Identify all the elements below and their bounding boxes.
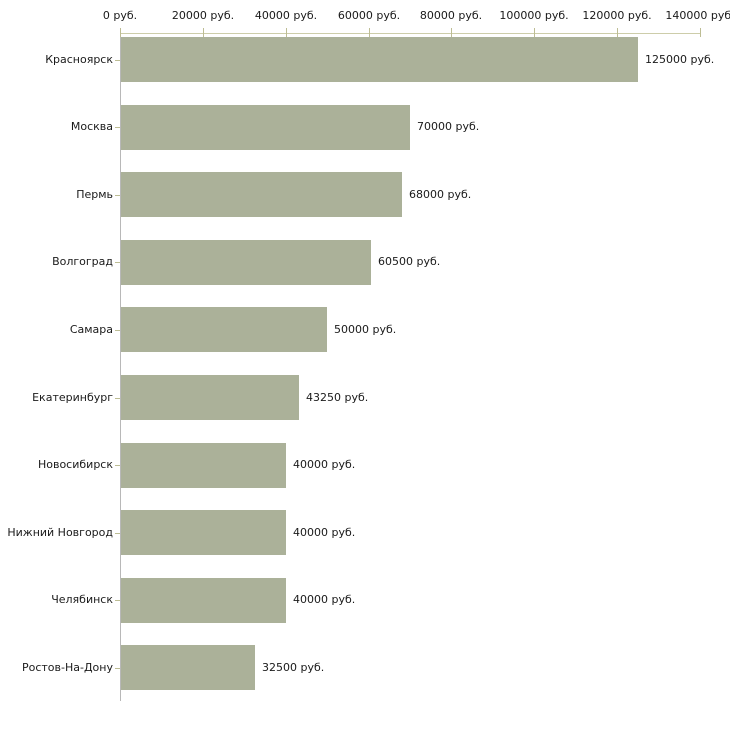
x-axis-tick (534, 28, 535, 37)
x-axis-tick-label: 120000 руб. (582, 9, 652, 22)
category-tick (115, 600, 120, 601)
category-tick (115, 195, 120, 196)
value-label: 40000 руб. (293, 458, 356, 471)
category-label: Новосибирск (37, 458, 113, 471)
category-label: Москва (70, 120, 113, 133)
x-axis-tick-label: 140000 руб. (665, 9, 730, 22)
value-label: 32500 руб. (262, 661, 325, 674)
x-axis-tick (286, 28, 287, 37)
x-axis-tick-label: 20000 руб. (171, 9, 235, 22)
value-label: 70000 руб. (417, 120, 480, 133)
x-axis-tick (203, 28, 204, 37)
x-axis-tick-label: 80000 руб. (419, 9, 483, 22)
category-tick (115, 60, 120, 61)
category-tick (115, 668, 120, 669)
y-axis-line (120, 33, 121, 701)
bar (121, 307, 327, 352)
value-label: 40000 руб. (293, 526, 356, 539)
value-label: 40000 руб. (293, 593, 356, 606)
category-tick (115, 127, 120, 128)
category-label: Челябинск (51, 593, 113, 606)
category-tick (115, 262, 120, 263)
bar (121, 37, 638, 82)
category-tick (115, 465, 120, 466)
x-axis-tick (700, 28, 701, 37)
category-label: Пермь (76, 188, 113, 201)
value-label: 125000 руб. (645, 53, 715, 66)
category-label: Красноярск (45, 53, 113, 66)
x-axis-tick (120, 28, 121, 37)
bar (121, 578, 286, 623)
x-axis-tick-label: 60000 руб. (337, 9, 401, 22)
category-label: Нижний Новгород (7, 526, 113, 539)
bar (121, 510, 286, 555)
value-label: 60500 руб. (378, 255, 441, 268)
category-label: Волгоград (52, 255, 113, 268)
category-label: Самара (69, 323, 113, 336)
value-label: 43250 руб. (306, 391, 369, 404)
bar (121, 375, 299, 420)
x-axis-tick (617, 28, 618, 37)
x-axis-tick-label: 0 руб. (102, 9, 138, 22)
x-axis-line (120, 33, 701, 34)
x-axis-tick (369, 28, 370, 37)
bar (121, 172, 402, 217)
category-tick (115, 398, 120, 399)
category-label: Екатеринбург (32, 391, 113, 404)
category-label: Ростов-На-Дону (21, 661, 113, 674)
x-axis-tick (451, 28, 452, 37)
category-tick (115, 533, 120, 534)
bar (121, 443, 286, 488)
bar (121, 105, 410, 150)
bar (121, 240, 371, 285)
category-tick (115, 330, 120, 331)
value-label: 50000 руб. (334, 323, 397, 336)
x-axis-tick-label: 100000 руб. (499, 9, 569, 22)
x-axis-tick-label: 40000 руб. (254, 9, 318, 22)
bar (121, 645, 255, 690)
value-label: 68000 руб. (409, 188, 472, 201)
